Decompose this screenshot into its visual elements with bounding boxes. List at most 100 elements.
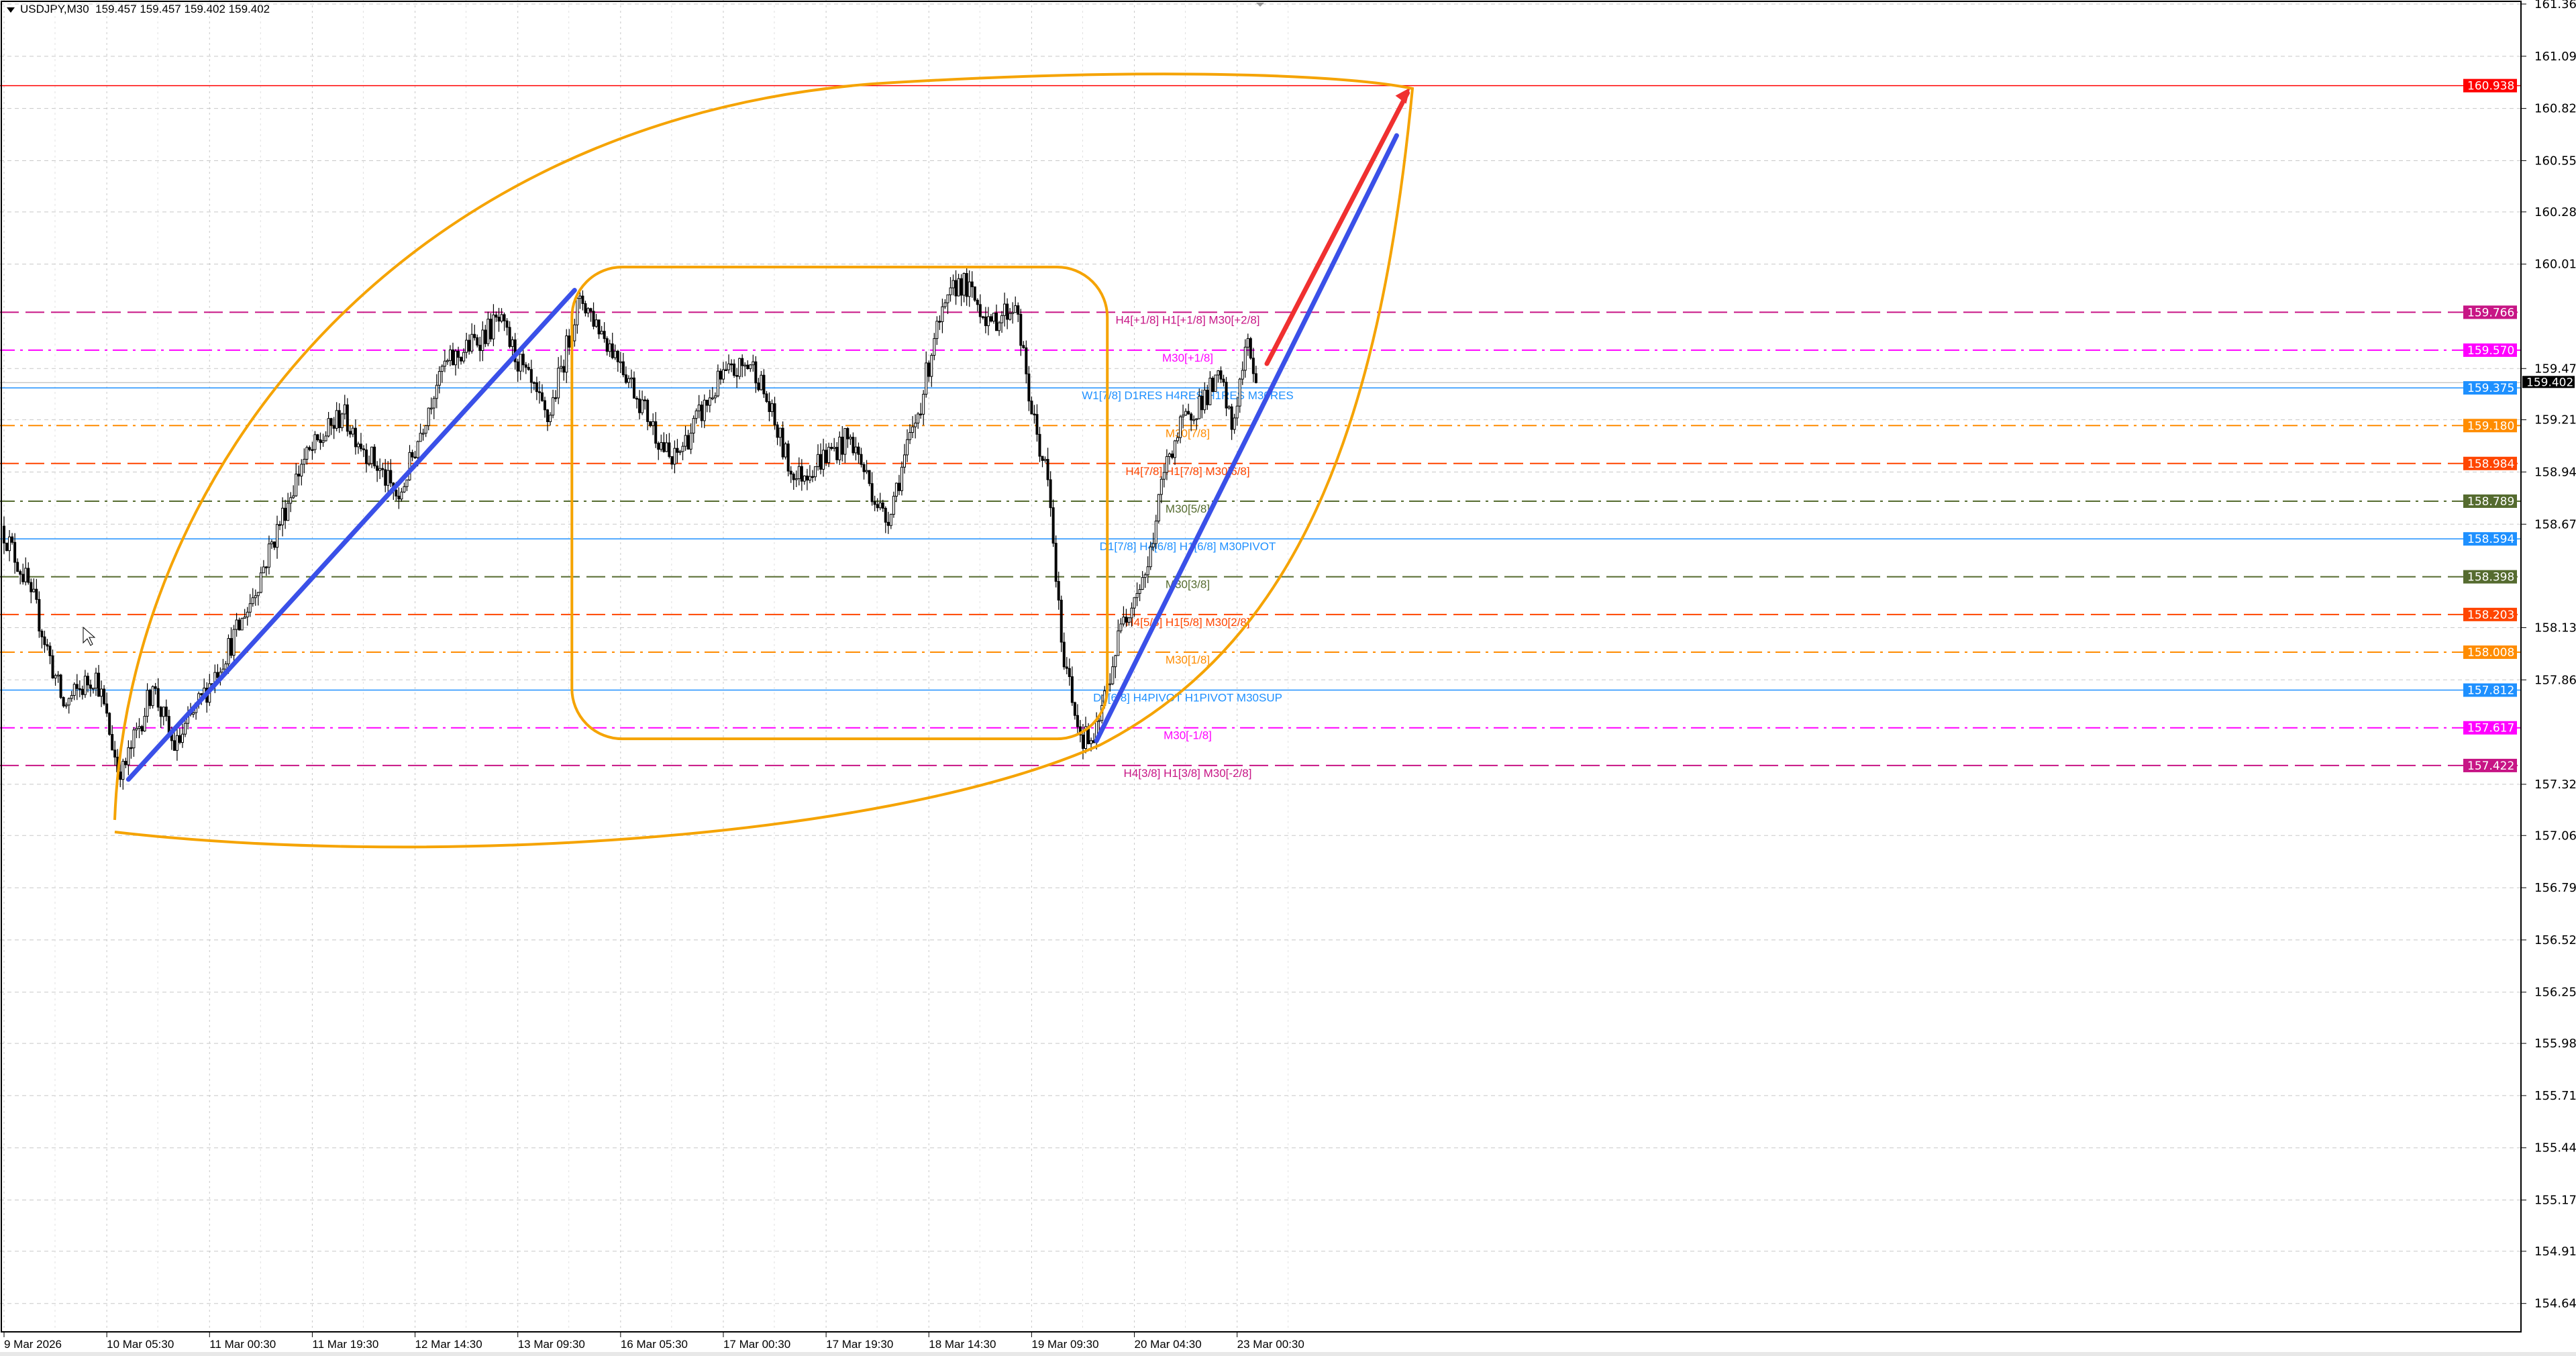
candle-body bbox=[254, 595, 257, 598]
candle-body bbox=[454, 350, 458, 366]
candle-body bbox=[489, 319, 493, 340]
candle-body bbox=[906, 439, 909, 456]
candle-body bbox=[621, 361, 625, 376]
candle-body bbox=[989, 316, 992, 322]
candle-body bbox=[725, 369, 728, 372]
price-badge-label: 158.398 bbox=[2467, 571, 2514, 584]
candle-body bbox=[1241, 370, 1244, 380]
candle-body bbox=[676, 448, 679, 453]
candle-body bbox=[646, 399, 650, 422]
candle-body bbox=[465, 340, 468, 353]
candle-body bbox=[914, 423, 917, 427]
candle-body bbox=[584, 303, 587, 313]
price-badge bbox=[2463, 79, 2517, 93]
candle-body bbox=[1109, 683, 1112, 686]
trendline[interactable] bbox=[125, 288, 577, 782]
candle-body bbox=[884, 508, 887, 523]
candle-body bbox=[529, 369, 533, 383]
candle-body bbox=[235, 619, 238, 630]
candle-body bbox=[416, 441, 419, 458]
candle-body bbox=[181, 733, 184, 743]
candle-body bbox=[998, 322, 1001, 331]
candle-body bbox=[1227, 406, 1231, 409]
candle-body bbox=[544, 400, 546, 411]
candle-body bbox=[689, 433, 692, 450]
candle-body bbox=[30, 582, 33, 592]
level-label: M30[-1/8] bbox=[1164, 729, 1212, 742]
dropdown-triangle-icon[interactable] bbox=[7, 7, 15, 13]
candle-body bbox=[800, 466, 803, 482]
price-tick-label: 155.985 bbox=[2534, 1037, 2576, 1051]
candle-body bbox=[643, 399, 647, 401]
candle-body bbox=[264, 566, 268, 568]
price-tick-label: 161.360 bbox=[2534, 0, 2576, 11]
candle-body bbox=[148, 690, 152, 707]
price-badge-label: 158.594 bbox=[2467, 533, 2514, 546]
trendline[interactable] bbox=[1094, 133, 1399, 743]
candle-body bbox=[270, 541, 273, 545]
candle-body bbox=[825, 450, 828, 463]
drawings[interactable] bbox=[83, 72, 1414, 849]
candle-body bbox=[505, 320, 509, 328]
candle-body bbox=[1222, 378, 1225, 383]
candle-body bbox=[95, 672, 98, 689]
candle-body bbox=[97, 672, 101, 697]
candle-body bbox=[624, 374, 627, 383]
candle-body bbox=[1114, 655, 1117, 668]
price-badge bbox=[2463, 343, 2517, 357]
candle-body bbox=[460, 357, 463, 362]
candle-body bbox=[1165, 456, 1168, 473]
candle-body bbox=[889, 514, 892, 526]
candle-body bbox=[1054, 543, 1058, 582]
candle-body bbox=[733, 363, 736, 376]
candle-body bbox=[451, 349, 454, 366]
candle-body bbox=[162, 707, 165, 717]
candle-body bbox=[930, 355, 933, 377]
candle-body bbox=[1235, 405, 1239, 419]
candle-body bbox=[746, 364, 750, 370]
candle-body bbox=[857, 446, 860, 455]
level-label: H4[3/8] H1[3/8] M30[-2/8] bbox=[1124, 767, 1252, 780]
candle-body bbox=[811, 476, 814, 478]
candle-body bbox=[1254, 373, 1257, 383]
candle-body bbox=[132, 729, 136, 749]
candle-body bbox=[738, 358, 741, 377]
candle-body bbox=[1143, 574, 1147, 578]
candle-body bbox=[154, 686, 157, 689]
candle-body bbox=[894, 482, 898, 497]
candle-body bbox=[256, 592, 260, 596]
price-tick-label: 159.210 bbox=[2534, 413, 2576, 427]
price-badge-label: 158.203 bbox=[2467, 609, 2514, 622]
time-tick-label: 17 Mar 19:30 bbox=[826, 1338, 893, 1351]
candle-body bbox=[389, 470, 393, 484]
arrow-line[interactable] bbox=[1264, 91, 1410, 366]
price-badge bbox=[2463, 305, 2517, 319]
candle-body bbox=[705, 399, 709, 406]
candle-body bbox=[984, 316, 987, 326]
candle-body bbox=[278, 524, 282, 526]
candle-body bbox=[1014, 305, 1017, 313]
candle-body bbox=[762, 374, 766, 395]
candle-body bbox=[440, 366, 444, 372]
candle-body bbox=[719, 370, 722, 380]
candle-body bbox=[814, 466, 817, 478]
candle-body bbox=[1219, 370, 1223, 380]
candle-body bbox=[1084, 726, 1087, 749]
candle-body bbox=[595, 319, 598, 327]
price-badge bbox=[2463, 645, 2517, 660]
consolidation-box[interactable] bbox=[570, 265, 1109, 741]
candle-body bbox=[886, 521, 890, 526]
candle-body bbox=[365, 450, 368, 464]
time-tick-label: 12 Mar 14:30 bbox=[415, 1338, 482, 1351]
candle-body bbox=[238, 619, 241, 631]
candle-body bbox=[668, 442, 671, 457]
curved-shape[interactable] bbox=[113, 72, 1414, 849]
candle-body bbox=[424, 425, 427, 434]
time-tick-label: 11 Mar 00:30 bbox=[209, 1338, 276, 1351]
level-label: M30[5/8] bbox=[1166, 503, 1210, 515]
price-tick-label: 157.060 bbox=[2534, 829, 2576, 843]
candle-body bbox=[797, 466, 801, 479]
candle-body bbox=[692, 418, 695, 434]
candle-body bbox=[1076, 715, 1079, 727]
